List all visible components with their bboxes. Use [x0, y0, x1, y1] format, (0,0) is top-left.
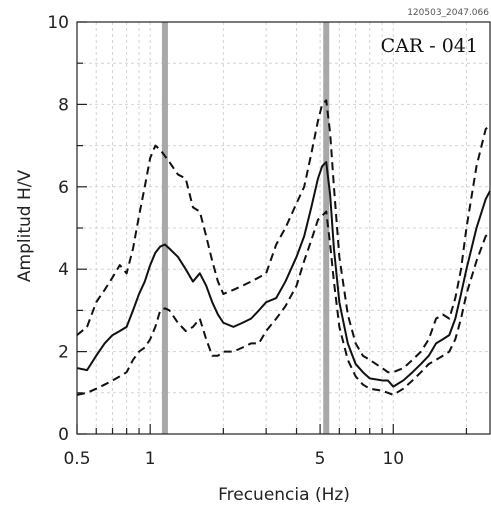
x-tick-label: 1	[145, 449, 156, 469]
y-tick-label: 4	[58, 260, 69, 280]
x-tick-label: 5	[315, 449, 326, 469]
peak-marker-band	[323, 22, 330, 434]
peak-marker-band	[161, 22, 168, 434]
y-tick-label: 2	[58, 343, 69, 363]
y-tick-label: 8	[58, 95, 69, 115]
grid	[77, 22, 490, 434]
chart-title: CAR - 041	[381, 35, 478, 57]
y-axis-label: Amplitud H/V	[15, 170, 35, 283]
y-tick-label: 0	[58, 425, 69, 445]
x-axis-ticks: 0.5 1 5 10	[63, 424, 468, 469]
vertical-markers	[161, 22, 330, 434]
mean-hv-curve	[76, 161, 491, 388]
x-tick-label: 10	[382, 449, 404, 469]
y-tick-label: 6	[58, 178, 69, 198]
x-axis-label: Frecuencia (Hz)	[218, 485, 350, 505]
curves	[76, 99, 491, 396]
std-bound-curve-1	[76, 99, 491, 374]
x-tick-label: 0.5	[63, 449, 90, 469]
y-axis-ticks: 0 2 4 6 8 10	[47, 13, 87, 445]
std-bound-curve-2	[76, 210, 491, 396]
y-tick-label: 10	[47, 13, 69, 33]
file-id-label: 120503_2047.066	[407, 8, 489, 18]
